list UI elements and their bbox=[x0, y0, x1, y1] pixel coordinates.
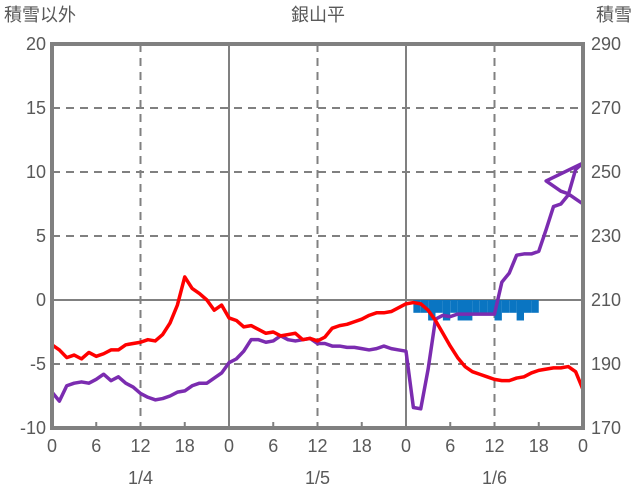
x-axis-tick-label: 0 bbox=[400, 436, 411, 456]
snowfall-bar bbox=[494, 300, 502, 321]
y-axis-tick-label-right: 290 bbox=[591, 34, 622, 54]
x-axis-tick-label: 18 bbox=[351, 436, 372, 456]
temperature-line bbox=[50, 275, 585, 392]
right-axis-title: 積雪 bbox=[596, 5, 632, 25]
snowfall-bar bbox=[531, 300, 539, 313]
snowfall-bar bbox=[442, 300, 451, 321]
y-axis-tick-label-left: 10 bbox=[25, 162, 46, 182]
snowfall-bar bbox=[479, 300, 488, 313]
x-axis-tick-label: 6 bbox=[445, 436, 456, 456]
snowfall-bar bbox=[524, 300, 532, 313]
y-axis-tick-label-right: 230 bbox=[591, 226, 622, 246]
y-axis-tick-label-right: 170 bbox=[591, 418, 622, 438]
snowfall-bar bbox=[457, 300, 465, 321]
snowfall-bar bbox=[487, 300, 495, 313]
y-axis-tick-label-left: 20 bbox=[25, 34, 46, 54]
y-axis-tick-label-left: 15 bbox=[25, 98, 46, 118]
snowfall-bar bbox=[509, 300, 517, 313]
x-axis-tick-label: 12 bbox=[307, 436, 328, 456]
x-axis-day-label: 1/5 bbox=[304, 468, 331, 488]
y-axis-tick-label-right: 210 bbox=[591, 290, 622, 310]
x-axis-tick-label: 12 bbox=[130, 436, 151, 456]
snowfall-bar bbox=[413, 300, 421, 313]
y-axis-tick-label-right: 250 bbox=[591, 162, 622, 182]
snowfall-bar bbox=[472, 300, 480, 313]
y-axis-tick-label-right: 270 bbox=[591, 98, 622, 118]
snowfall-bar bbox=[450, 300, 458, 313]
snowfall-bar bbox=[501, 300, 510, 313]
x-axis-day-label: 1/6 bbox=[481, 468, 508, 488]
snowfall-bar bbox=[516, 300, 524, 321]
y-axis-tick-label-left: -10 bbox=[19, 418, 46, 438]
x-axis-tick-label: 0 bbox=[223, 436, 234, 456]
x-axis-tick-label: 18 bbox=[528, 436, 549, 456]
y-axis-tick-label-right: 190 bbox=[591, 354, 622, 374]
x-axis-tick-label: 18 bbox=[174, 436, 195, 456]
y-axis-tick-label-left: 0 bbox=[35, 290, 46, 310]
snowfall-bar bbox=[428, 300, 436, 321]
left-axis-title: 積雪以外 bbox=[4, 5, 76, 25]
chart-title: 銀山平 bbox=[291, 5, 345, 25]
x-axis-tick-label: 6 bbox=[91, 436, 102, 456]
x-axis-tick-label: 12 bbox=[484, 436, 505, 456]
snowfall-bar bbox=[435, 300, 443, 313]
y-axis-tick-label-left: -5 bbox=[29, 354, 46, 374]
x-axis-tick-label: 0 bbox=[46, 436, 57, 456]
snowfall-bar bbox=[465, 300, 473, 321]
snowdepth-line bbox=[50, 161, 585, 411]
x-axis-day-label: 1/4 bbox=[127, 468, 154, 488]
y-axis-tick-label-left: 5 bbox=[35, 226, 46, 246]
x-axis-tick-label: 0 bbox=[577, 436, 588, 456]
x-axis-tick-label: 6 bbox=[268, 436, 279, 456]
